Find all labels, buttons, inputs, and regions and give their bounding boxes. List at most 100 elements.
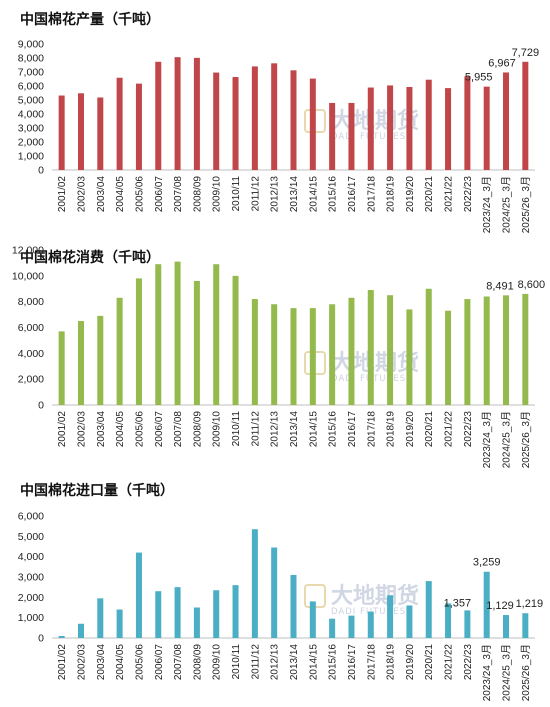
x-tick-label: 2010/11 (231, 644, 242, 680)
x-tick-label: 2024/25_3月 (501, 644, 513, 701)
chart-title: 中国棉花进口量（千吨） (20, 482, 174, 499)
data-label: 6,967 (488, 57, 516, 69)
data-label: 1,219 (516, 598, 544, 610)
bar (232, 585, 239, 638)
y-tick-label: 2,000 (18, 137, 44, 149)
bar (522, 613, 529, 638)
x-tick-label: 2007/08 (173, 411, 184, 448)
bar (271, 304, 278, 405)
chart-2: 中国棉花消费（千吨） 0 2,000 4,000 6,000 8,000 10,000 12,… (12, 245, 545, 469)
bar (483, 571, 490, 638)
bar (193, 57, 200, 170)
bar (135, 552, 142, 638)
bar (193, 281, 200, 405)
bar (193, 607, 200, 638)
x-tick-label: 2003/04 (96, 176, 107, 213)
x-tick-label: 2005/06 (134, 411, 145, 448)
x-tick-label: 2012/13 (270, 644, 281, 681)
x-tick-label: 2003/04 (96, 411, 107, 448)
y-tick-label: 2,000 (18, 374, 44, 386)
x-tick-label: 2019/20 (405, 176, 416, 213)
x-tick-label: 2023/24_3月 (481, 176, 493, 233)
x-tick-label: 2002/03 (76, 411, 87, 448)
y-tick-label: 12,000 (12, 245, 44, 257)
bar (503, 295, 510, 405)
bar (445, 88, 452, 170)
bar (97, 315, 104, 405)
bar (464, 610, 471, 638)
x-tick-label: 2020/21 (424, 176, 435, 213)
bar (116, 77, 123, 170)
bar (522, 61, 529, 170)
x-tick-label: 2022/23 (463, 176, 474, 213)
x-tick-label: 2024/25_3月 (501, 411, 513, 468)
watermark-name: 大地期货 (331, 108, 419, 134)
y-tick-label: 0 (38, 633, 44, 645)
bar (174, 57, 181, 170)
bar (464, 299, 471, 405)
x-tick-label: 2014/15 (308, 644, 319, 681)
x-tick-label: 2016/17 (347, 644, 358, 681)
x-tick-label: 2014/15 (308, 176, 319, 213)
bar (348, 297, 355, 405)
bar (290, 308, 297, 405)
data-label: 1,129 (486, 600, 514, 612)
x-tick-label: 2017/18 (366, 644, 377, 681)
bar (329, 304, 336, 405)
x-tick-label: 2006/07 (154, 411, 165, 448)
x-tick-label: 2014/15 (308, 411, 319, 448)
x-tick-label: 2007/08 (173, 176, 184, 213)
x-tick-label: 2011/12 (250, 411, 261, 447)
x-tick-label: 2022/23 (463, 644, 474, 681)
y-tick-label: 4,000 (18, 109, 44, 121)
bar (387, 595, 394, 638)
bar (367, 87, 374, 170)
y-tick-label: 8,000 (18, 53, 44, 65)
watermark-name: 大地期货 (331, 583, 419, 609)
bar (406, 605, 413, 638)
x-tick-label: 2012/13 (270, 411, 281, 448)
x-tick-label: 2006/07 (154, 644, 165, 681)
x-tick-label: 2005/06 (134, 644, 145, 681)
bar (271, 63, 278, 170)
x-tick-label: 2021/22 (444, 411, 455, 448)
data-label: 8,600 (518, 279, 546, 291)
x-tick-label: 2004/05 (115, 644, 126, 681)
bar (116, 297, 123, 405)
x-tick-label: 2015/16 (328, 644, 339, 681)
bar (77, 321, 84, 405)
x-tick-label: 2002/03 (76, 644, 87, 681)
x-tick-label: 2024/25_3月 (501, 176, 513, 233)
bar (251, 529, 258, 638)
bar (155, 591, 162, 638)
bar (406, 86, 413, 170)
x-tick-label: 2010/11 (231, 176, 242, 212)
bar (425, 79, 432, 170)
bar (348, 102, 355, 170)
x-tick-label: 2001/02 (57, 176, 68, 213)
data-label: 3,259 (473, 557, 501, 569)
x-tick-label: 2023/24_3月 (481, 411, 493, 468)
bar (290, 70, 297, 170)
chart-title: 中国棉花消费（千吨） (20, 249, 160, 266)
x-tick-label: 2010/11 (231, 411, 242, 447)
x-tick-label: 2012/13 (270, 176, 281, 213)
x-tick-label: 2009/10 (212, 644, 223, 681)
y-tick-label: 1,000 (18, 612, 44, 624)
bar (135, 278, 142, 405)
data-label: 1,357 (444, 597, 472, 609)
bar (290, 574, 297, 638)
x-tick-label: 2016/17 (347, 176, 358, 213)
watermark-name: 大地期货 (331, 350, 419, 376)
x-tick-label: 2016/17 (347, 411, 358, 448)
bar (77, 623, 84, 638)
x-tick-label: 2018/19 (386, 176, 397, 213)
bar (155, 264, 162, 405)
y-tick-label: 1,000 (18, 151, 44, 163)
bar (58, 635, 65, 638)
bar (309, 308, 316, 405)
